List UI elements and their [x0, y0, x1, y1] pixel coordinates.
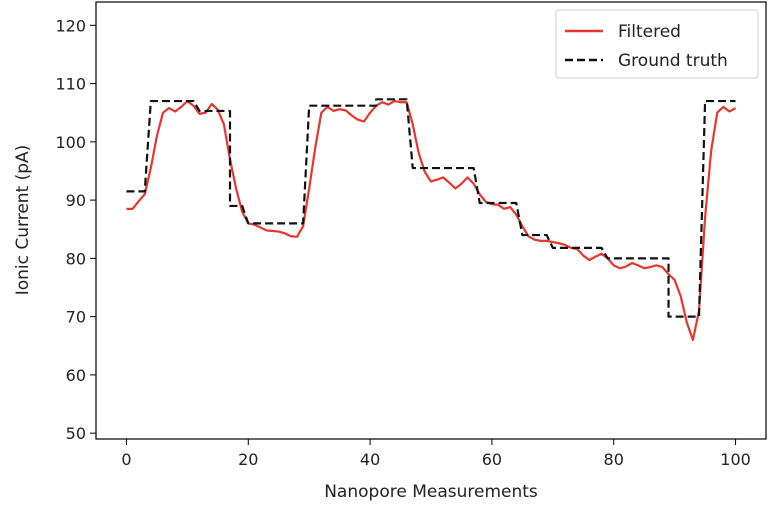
y-tick-label: 100 — [55, 133, 86, 152]
y-tick-label: 80 — [66, 249, 86, 268]
y-axis: 50 60 70 80 90 100 110 120 — [55, 16, 96, 443]
legend-label-ground-truth: Ground truth — [618, 51, 728, 71]
y-tick-label: 110 — [55, 75, 86, 94]
x-tick-label: 40 — [360, 450, 380, 469]
series-line-filtered — [126, 99, 737, 342]
y-tick-label: 90 — [66, 191, 86, 210]
y-tick-label: 50 — [66, 424, 86, 443]
x-tick-label: 0 — [121, 450, 131, 469]
y-tick-label: 70 — [66, 308, 86, 327]
legend: Filtered Ground truth — [555, 9, 759, 79]
x-tick-label: 20 — [238, 450, 258, 469]
x-axis-label: Nanopore Measurements — [324, 482, 538, 502]
legend-label-filtered: Filtered — [618, 22, 681, 42]
legend-box — [555, 9, 759, 79]
series-line-ground-truth — [126, 98, 736, 318]
x-axis: 0 20 40 60 80 100 — [121, 439, 751, 469]
y-tick-label: 60 — [66, 366, 86, 385]
x-tick-label: 60 — [482, 450, 502, 469]
y-axis-label: Ionic Current (pA) — [13, 145, 33, 296]
y-tick-label: 120 — [55, 16, 86, 35]
x-tick-label: 80 — [604, 450, 624, 469]
x-tick-label: 100 — [720, 450, 751, 469]
